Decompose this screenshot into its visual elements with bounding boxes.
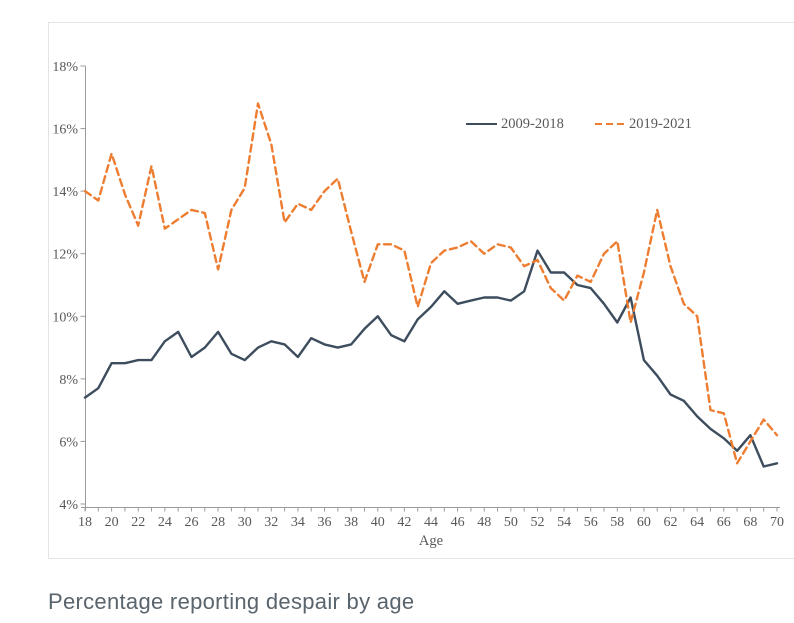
x-tick-label: 24 [158,515,172,530]
x-tick-label: 56 [584,515,598,530]
x-tick-label: 50 [504,515,518,530]
x-tick-label: 52 [530,515,544,530]
x-tick-label: 46 [451,515,465,530]
legend-line-solid-icon [466,122,497,126]
x-tick-label: 28 [211,515,225,530]
legend-label: 2009-2018 [501,115,564,132]
y-tick-label: 6% [59,435,78,450]
x-tick-label: 22 [131,515,145,530]
series-line-2009-2018 [83,249,779,468]
y-tick-label: 16% [52,123,78,138]
x-tick-label: 44 [424,515,438,530]
x-tick-label: 62 [664,515,678,530]
x-tick-label: 18 [78,515,92,530]
x-tick-label: 20 [105,515,119,530]
x-tick-label: 70 [770,515,784,530]
x-tick-label: 54 [557,515,571,530]
x-tick-label: 48 [477,515,491,530]
x-tick-label: 32 [264,515,278,530]
legend-item-2019-2021: 2019-2021 [595,116,692,132]
legend-label: 2019-2021 [629,115,692,132]
x-tick-label: 58 [610,515,624,530]
legend-line-dashed-icon [595,122,625,126]
x-tick-label: 36 [318,515,332,530]
x-tick-label: 42 [397,515,411,530]
x-axis-title: Age [419,533,443,549]
y-tick-label: 12% [52,248,78,263]
x-tick-label: 68 [743,515,757,530]
y-tick-label: 4% [59,498,78,513]
x-tick-label: 64 [690,515,704,530]
chart-caption: Percentage reporting despair by age [48,589,415,614]
x-tick-label: 34 [291,515,305,530]
y-tick-label: 14% [52,185,78,200]
y-tick-label: 8% [59,373,78,388]
x-tick-label: 38 [344,515,358,530]
y-tick-label: 10% [52,310,78,325]
x-tick-label: 66 [717,515,731,530]
legend-item-2009-2018: 2009-2018 [466,116,564,132]
x-tick-label: 40 [371,515,385,530]
chart-panel [48,22,794,559]
x-tick-label: 30 [238,515,252,530]
series-line-2019-2021 [83,102,779,465]
x-tick-label: 60 [637,515,651,530]
y-tick-label: 18% [52,60,78,75]
x-tick-label: 26 [184,515,198,530]
